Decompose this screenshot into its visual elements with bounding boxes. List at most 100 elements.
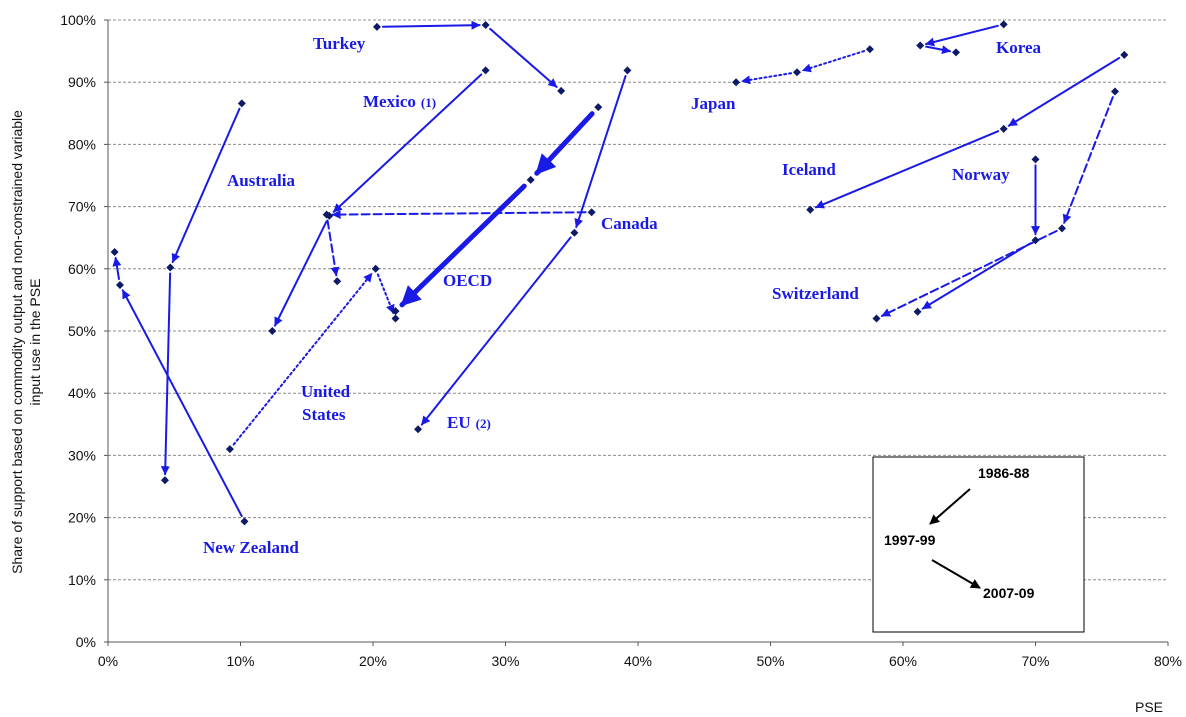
turkey-point bbox=[557, 86, 566, 95]
legend-period-3: 2007-09 bbox=[983, 585, 1035, 601]
y-tick-label: 30% bbox=[68, 447, 96, 463]
turkey-point bbox=[372, 22, 381, 31]
korea-point bbox=[916, 41, 925, 50]
y-tick-label: 10% bbox=[68, 572, 96, 588]
country-labels: Turkey Mexico (1) Australia New Zealand Canad… bbox=[203, 34, 1042, 557]
label-turkey: Turkey bbox=[313, 34, 366, 53]
series-switzerland bbox=[913, 155, 1040, 316]
y-tick-label: 80% bbox=[68, 136, 96, 152]
gridlines bbox=[108, 19, 1168, 581]
iceland-arrow bbox=[814, 130, 1000, 209]
legend-period-1: 1986-88 bbox=[978, 465, 1030, 481]
japan-point bbox=[865, 45, 874, 54]
label-eu: EU (2) bbox=[447, 413, 491, 432]
korea-point bbox=[999, 20, 1008, 29]
mexico-arrow bbox=[273, 220, 328, 327]
united-states-point bbox=[371, 264, 380, 273]
legend-period-2: 1997-99 bbox=[884, 532, 936, 548]
eu-point bbox=[623, 66, 632, 75]
label-iceland: Iceland bbox=[782, 160, 836, 179]
japan-point bbox=[793, 68, 801, 77]
united-states-arrow bbox=[232, 272, 373, 446]
canada-point bbox=[333, 277, 342, 286]
series-korea bbox=[916, 20, 1008, 57]
australia-point bbox=[160, 476, 169, 485]
y-axis-title-line-2: input use in the PSE bbox=[27, 279, 43, 406]
united-states-point bbox=[225, 445, 234, 454]
canada-point bbox=[322, 210, 331, 219]
series-united-states bbox=[225, 264, 400, 454]
x-tick-label: 60% bbox=[889, 653, 917, 669]
oecd-point bbox=[594, 103, 603, 112]
x-tick-label: 80% bbox=[1154, 653, 1182, 669]
iceland-arrow bbox=[1007, 56, 1121, 127]
australia-point bbox=[237, 99, 246, 108]
canada-arrow bbox=[326, 219, 340, 277]
series-turkey bbox=[372, 20, 566, 95]
label-korea: Korea bbox=[996, 38, 1042, 57]
label-canada: Canada bbox=[601, 214, 658, 233]
eu-arrow bbox=[420, 236, 572, 426]
y-tick-label: 0% bbox=[76, 634, 96, 650]
y-tick-label: 100% bbox=[60, 12, 96, 28]
series-layer bbox=[110, 20, 1129, 526]
new-zealand-point bbox=[240, 517, 249, 526]
label-new-zealand: New Zealand bbox=[203, 538, 299, 557]
legend: 1986-88 1997-99 2007-09 bbox=[872, 456, 1085, 633]
turkey-point bbox=[481, 20, 490, 29]
oecd-point bbox=[526, 175, 535, 184]
new-zealand-point bbox=[110, 248, 119, 257]
switzerland-arrow bbox=[921, 242, 1032, 310]
label-oecd: OECD bbox=[443, 271, 492, 290]
series-oecd bbox=[391, 103, 603, 316]
y-tick-label: 40% bbox=[68, 385, 96, 401]
series-eu bbox=[414, 66, 632, 434]
y-tick-label: 20% bbox=[68, 510, 96, 526]
switzerland-point bbox=[1031, 236, 1040, 245]
japan-arrow bbox=[740, 72, 793, 85]
label-united-states-line-2: States bbox=[302, 405, 346, 424]
iceland-point bbox=[806, 205, 815, 214]
y-tick-label: 90% bbox=[68, 74, 96, 90]
y-tick-label: 50% bbox=[68, 323, 96, 339]
oecd-arrow bbox=[534, 111, 595, 176]
y-tick-label: 70% bbox=[68, 199, 96, 215]
label-australia: Australia bbox=[227, 171, 296, 190]
x-tick-label: 70% bbox=[1021, 653, 1049, 669]
canada-arrow bbox=[331, 210, 587, 220]
label-switzerland: Switzerland bbox=[772, 284, 859, 303]
japan-arrow bbox=[801, 50, 866, 73]
label-mexico: Mexico (1) bbox=[363, 92, 436, 111]
series-norway bbox=[872, 87, 1119, 323]
label-united-states-line-1: United bbox=[301, 382, 351, 401]
legend-arrow-2 bbox=[931, 559, 981, 589]
norway-arrow bbox=[1062, 96, 1114, 224]
series-japan bbox=[732, 45, 874, 87]
australia-arrow bbox=[171, 107, 241, 264]
new-zealand-arrow bbox=[121, 289, 243, 518]
united-states-point bbox=[391, 314, 400, 323]
korea-arrow bbox=[925, 24, 999, 47]
turkey-arrow bbox=[489, 27, 558, 88]
y-axis-title-line-1: Share of support based on commodity outp… bbox=[9, 110, 25, 574]
series-iceland bbox=[806, 50, 1129, 214]
switzerland-point bbox=[913, 307, 922, 316]
mexico-point bbox=[268, 327, 277, 335]
x-axis-title: PSE bbox=[1135, 699, 1163, 715]
korea-arrow bbox=[925, 45, 952, 55]
iceland-point bbox=[1120, 50, 1129, 59]
eu-point bbox=[570, 228, 579, 237]
united-states-arrow bbox=[376, 273, 395, 314]
mexico-point bbox=[481, 66, 490, 75]
x-tick-label: 50% bbox=[756, 653, 784, 669]
norway-point bbox=[872, 314, 881, 323]
legend-box bbox=[872, 456, 1085, 633]
eu-point bbox=[414, 425, 423, 434]
switzerland-point bbox=[1031, 155, 1040, 164]
korea-point bbox=[952, 48, 960, 57]
y-tick-labels: 0% 10% 20% 30% 40% 50% 60% 70% 80% 90% 100% bbox=[60, 12, 108, 650]
australia-point bbox=[166, 263, 175, 272]
legend-arrow-1 bbox=[929, 488, 971, 525]
eu-arrow bbox=[574, 75, 627, 229]
